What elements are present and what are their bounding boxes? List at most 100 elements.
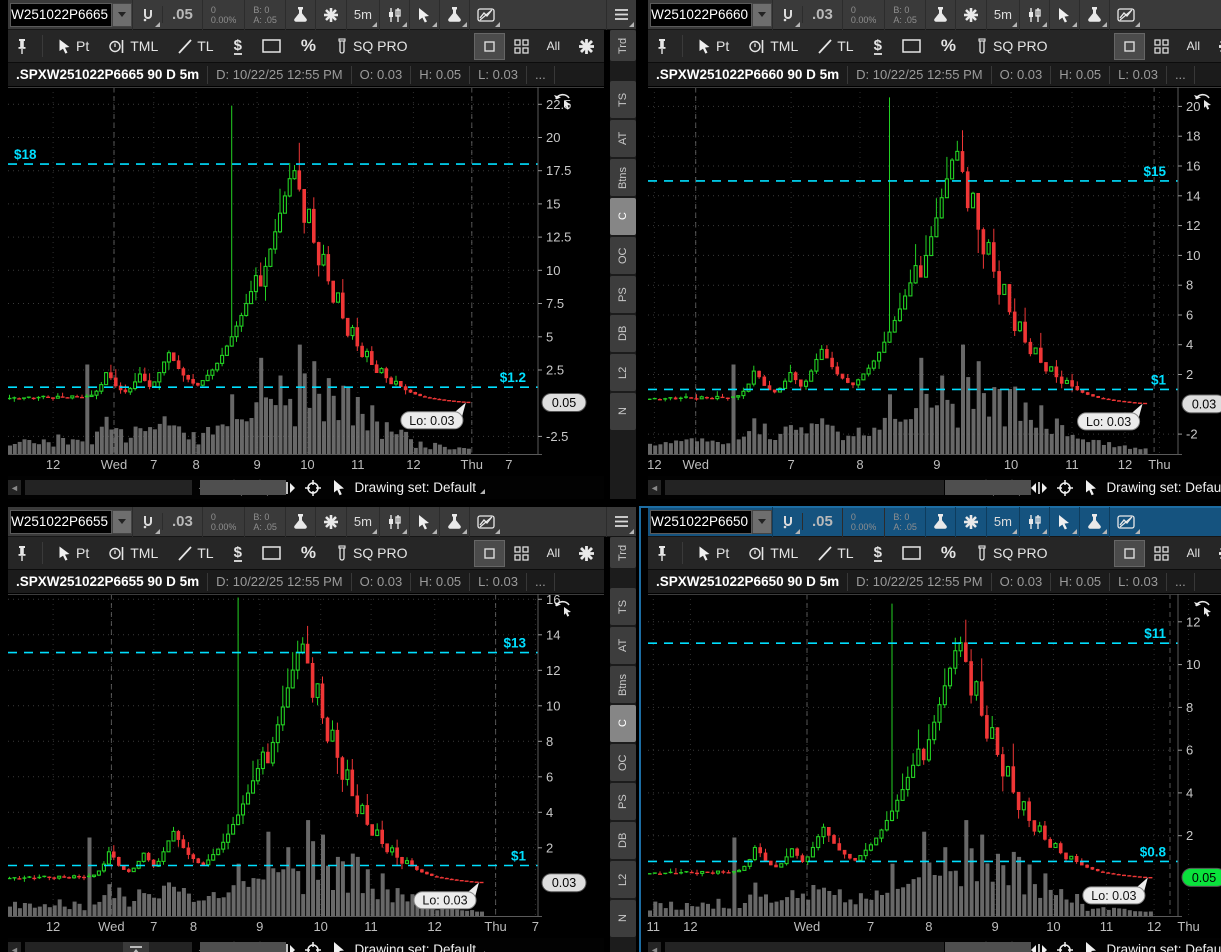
rectangle-tool-button[interactable] [253,540,290,567]
symbol-input[interactable]: .SPXW251022P6660 [650,2,752,27]
drawings-icon[interactable] [1108,0,1142,30]
reset-zoom-icon[interactable] [552,597,574,617]
drawing-set-selector[interactable]: Drawing set: Default [354,480,486,495]
timeline-tool-button[interactable]: TML [740,540,807,567]
tab-n[interactable]: N [610,393,636,430]
chart-type-icon[interactable] [1018,507,1049,537]
chart-settings-gear-icon[interactable] [569,33,604,60]
pointer-tool-button[interactable]: Pt [689,540,738,567]
single-chart-layout-button[interactable] [1113,539,1145,567]
tab-c[interactable]: C [610,705,636,742]
scrollbar-track[interactable] [25,942,286,952]
scroll-left-arrow[interactable]: ◄ [648,480,661,495]
chart-type-icon[interactable] [1018,0,1049,30]
tab-l2[interactable]: L2 [610,861,636,898]
studies-flask-icon[interactable] [924,0,955,30]
grid-layout-button[interactable] [1145,33,1178,60]
trendline-tool-button[interactable]: TL [809,33,862,60]
chart-area[interactable]: $11 $0.8 12 10 8 6 4 2 0.05 Lo: 0.03 [648,594,1221,917]
settings-asterisk-icon[interactable] [314,507,346,537]
timeline-tool-button[interactable]: TML [100,33,167,60]
timeframe-button[interactable]: 5m [985,0,1019,30]
rectangle-tool-button[interactable] [893,540,930,567]
drawings-icon[interactable] [468,0,502,30]
grid-layout-button[interactable] [505,33,538,60]
chart-area[interactable]: $13 $1 16 14 12 10 8 6 4 2 0.03 Lo: 0.03 [8,594,604,917]
sq-pro-button[interactable]: SQ PRO [967,540,1056,567]
link-charts-icon[interactable] [772,0,802,30]
symbol-dropdown-button[interactable] [112,509,132,534]
grid-layout-button[interactable] [505,540,538,567]
timeframe-button[interactable]: 5m [985,507,1019,537]
scroll-left-arrow[interactable]: ◄ [8,480,21,495]
pin-icon[interactable] [648,33,676,60]
pointer-tool-button[interactable]: Pt [49,540,98,567]
patterns-flask-icon[interactable] [1078,0,1109,30]
scrollbar-thumb[interactable] [945,480,1031,495]
symbol-dropdown-button[interactable] [752,2,772,27]
scrollbar-thumb[interactable] [945,942,1031,952]
pointer-tool-button[interactable]: Pt [689,33,738,60]
trendline-tool-button[interactable]: TL [169,540,222,567]
tab-at[interactable]: AT [610,627,636,664]
tab-n[interactable]: N [610,900,636,937]
price-level-tool-button[interactable]: $ [225,540,251,567]
tab-trd[interactable]: Trd [610,537,636,568]
crosshair-target-icon[interactable] [1054,940,1076,952]
timeframe-button[interactable]: 5m [345,0,379,30]
chart-more[interactable]: ... [527,65,555,84]
cursor-tool-icon[interactable] [408,507,439,537]
cursor-mode-icon[interactable] [1080,478,1102,498]
drawing-set-selector[interactable]: Drawing set: Default [354,942,486,952]
rectangle-tool-button[interactable] [253,33,290,60]
timeframe-button[interactable]: 5m [345,507,379,537]
all-button[interactable]: All [546,39,560,53]
cursor-tool-icon[interactable] [408,0,439,30]
cursor-tool-icon[interactable] [1048,0,1079,30]
tab-at[interactable]: AT [610,120,636,157]
timeline-tool-button[interactable]: TML [740,33,807,60]
pin-icon[interactable] [8,33,36,60]
scroll-left-arrow[interactable]: ◄ [648,942,661,952]
timeline-tool-button[interactable]: TML [100,540,167,567]
reset-zoom-icon[interactable] [1192,597,1214,617]
tab-ts[interactable]: TS [610,588,636,625]
price-level-tool-button[interactable]: $ [225,33,251,60]
patterns-flask-icon[interactable] [438,0,469,30]
settings-asterisk-icon[interactable] [314,0,346,30]
symbol-input[interactable]: .SPXW251022P6665 [10,2,112,27]
grid-layout-button[interactable] [1145,540,1178,567]
pin-icon[interactable] [8,540,36,567]
scrollbar-thumb[interactable] [200,942,286,952]
sq-pro-button[interactable]: SQ PRO [967,33,1056,60]
bar-width-icon[interactable] [1028,940,1050,952]
drawing-set-selector[interactable]: Drawing set: Default [1106,942,1221,952]
chart-type-icon[interactable] [378,0,409,30]
chart-more[interactable]: ... [1167,65,1195,84]
symbol-dropdown-button[interactable] [752,509,772,534]
scroll-left-arrow[interactable]: ◄ [8,942,21,952]
tab-btns[interactable]: Btns [610,159,636,196]
percent-tool-button[interactable]: % [932,33,965,60]
tab-oc[interactable]: OC [610,744,636,781]
drawings-icon[interactable] [1108,507,1142,537]
tab-btns[interactable]: Btns [610,666,636,703]
price-level-tool-button[interactable]: $ [865,540,891,567]
sq-pro-button[interactable]: SQ PRO [327,540,416,567]
price-chart[interactable]: $11 $0.8 12 10 8 6 4 2 0.05 Lo: 0.03 [648,594,1221,917]
crosshair-target-icon[interactable] [1054,478,1076,498]
all-button[interactable]: All [1186,39,1200,53]
chart-settings-gear-icon[interactable] [1209,540,1221,567]
chart-more[interactable]: ... [527,572,555,591]
pin-icon[interactable] [648,540,676,567]
menu-list-icon[interactable] [606,0,636,30]
single-chart-layout-button[interactable] [473,539,505,567]
all-button[interactable]: All [546,546,560,560]
chart-area[interactable]: $18 $1.2 22.5 20 17.5 15 12.5 10 7.5 5 2.5 -2.5 0.05… [8,87,604,455]
percent-tool-button[interactable]: % [292,33,325,60]
reset-zoom-icon[interactable] [1192,90,1214,110]
tab-trd[interactable]: Trd [610,30,636,61]
tab-ts[interactable]: TS [610,81,636,118]
studies-flask-icon[interactable] [284,507,315,537]
